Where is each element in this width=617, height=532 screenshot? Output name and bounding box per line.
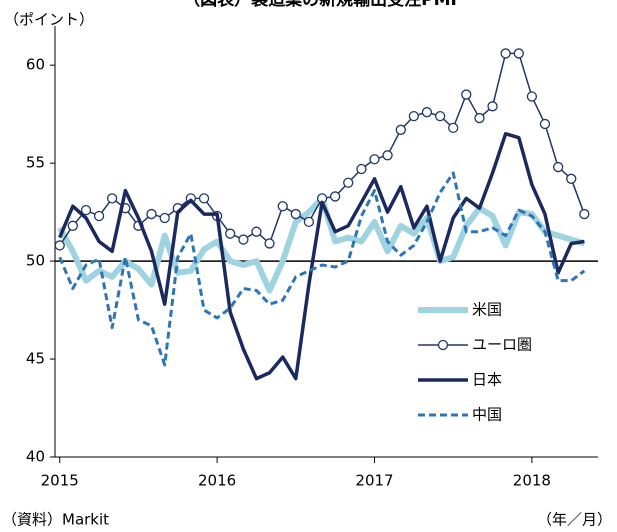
marker xyxy=(146,208,157,220)
y-tick-label: 40 xyxy=(26,448,45,466)
marker xyxy=(487,101,498,112)
marker xyxy=(553,161,564,173)
marker xyxy=(290,208,301,220)
marker xyxy=(369,154,380,165)
source: （資料）Markit xyxy=(2,511,109,529)
marker xyxy=(382,150,393,161)
marker xyxy=(251,226,262,237)
marker xyxy=(238,234,249,245)
marker xyxy=(159,212,170,224)
marker xyxy=(434,110,446,122)
marker xyxy=(54,240,65,251)
marker xyxy=(461,89,472,100)
marker xyxy=(395,124,406,135)
marker xyxy=(500,48,511,59)
marker xyxy=(421,107,433,118)
marker xyxy=(448,122,459,134)
marker xyxy=(80,205,92,216)
marker xyxy=(513,48,524,59)
marker xyxy=(330,191,341,202)
y-tick-label: 55 xyxy=(26,154,45,172)
marker xyxy=(303,216,315,228)
x-tick-label: 2015 xyxy=(41,472,79,490)
x-tick-label: 2016 xyxy=(198,472,236,490)
series-line xyxy=(58,132,585,381)
marker xyxy=(264,238,275,249)
marker xyxy=(198,193,210,204)
legend-label: 日本 xyxy=(472,371,502,389)
chart-title: （図表）製造業の新規輸出受注PMI xyxy=(183,0,457,10)
x-tick-label: 2018 xyxy=(513,472,551,490)
series-line xyxy=(58,171,586,367)
marker xyxy=(408,110,420,122)
marker xyxy=(93,210,105,222)
marker xyxy=(106,193,118,204)
marker xyxy=(67,220,78,231)
marker xyxy=(356,163,367,175)
legend-label: 米国 xyxy=(472,301,502,319)
legend-label: ユーロ圏 xyxy=(472,336,532,354)
marker xyxy=(474,112,485,124)
x-tick-label: 2017 xyxy=(355,472,393,490)
marker xyxy=(566,173,577,184)
marker xyxy=(277,201,288,212)
y-tick-label: 50 xyxy=(26,252,45,270)
x-axis-label: （年／月） xyxy=(537,511,612,529)
marker xyxy=(225,228,236,239)
marker xyxy=(343,177,354,188)
y-tick-label: 45 xyxy=(26,350,45,368)
y-tick-label: 60 xyxy=(26,56,45,74)
legend-label: 中国 xyxy=(472,406,502,424)
legend-marker xyxy=(437,339,449,351)
marker xyxy=(526,91,538,102)
marker xyxy=(579,208,590,220)
marker xyxy=(539,118,551,130)
y-axis-label: （ポイント） xyxy=(4,11,94,29)
